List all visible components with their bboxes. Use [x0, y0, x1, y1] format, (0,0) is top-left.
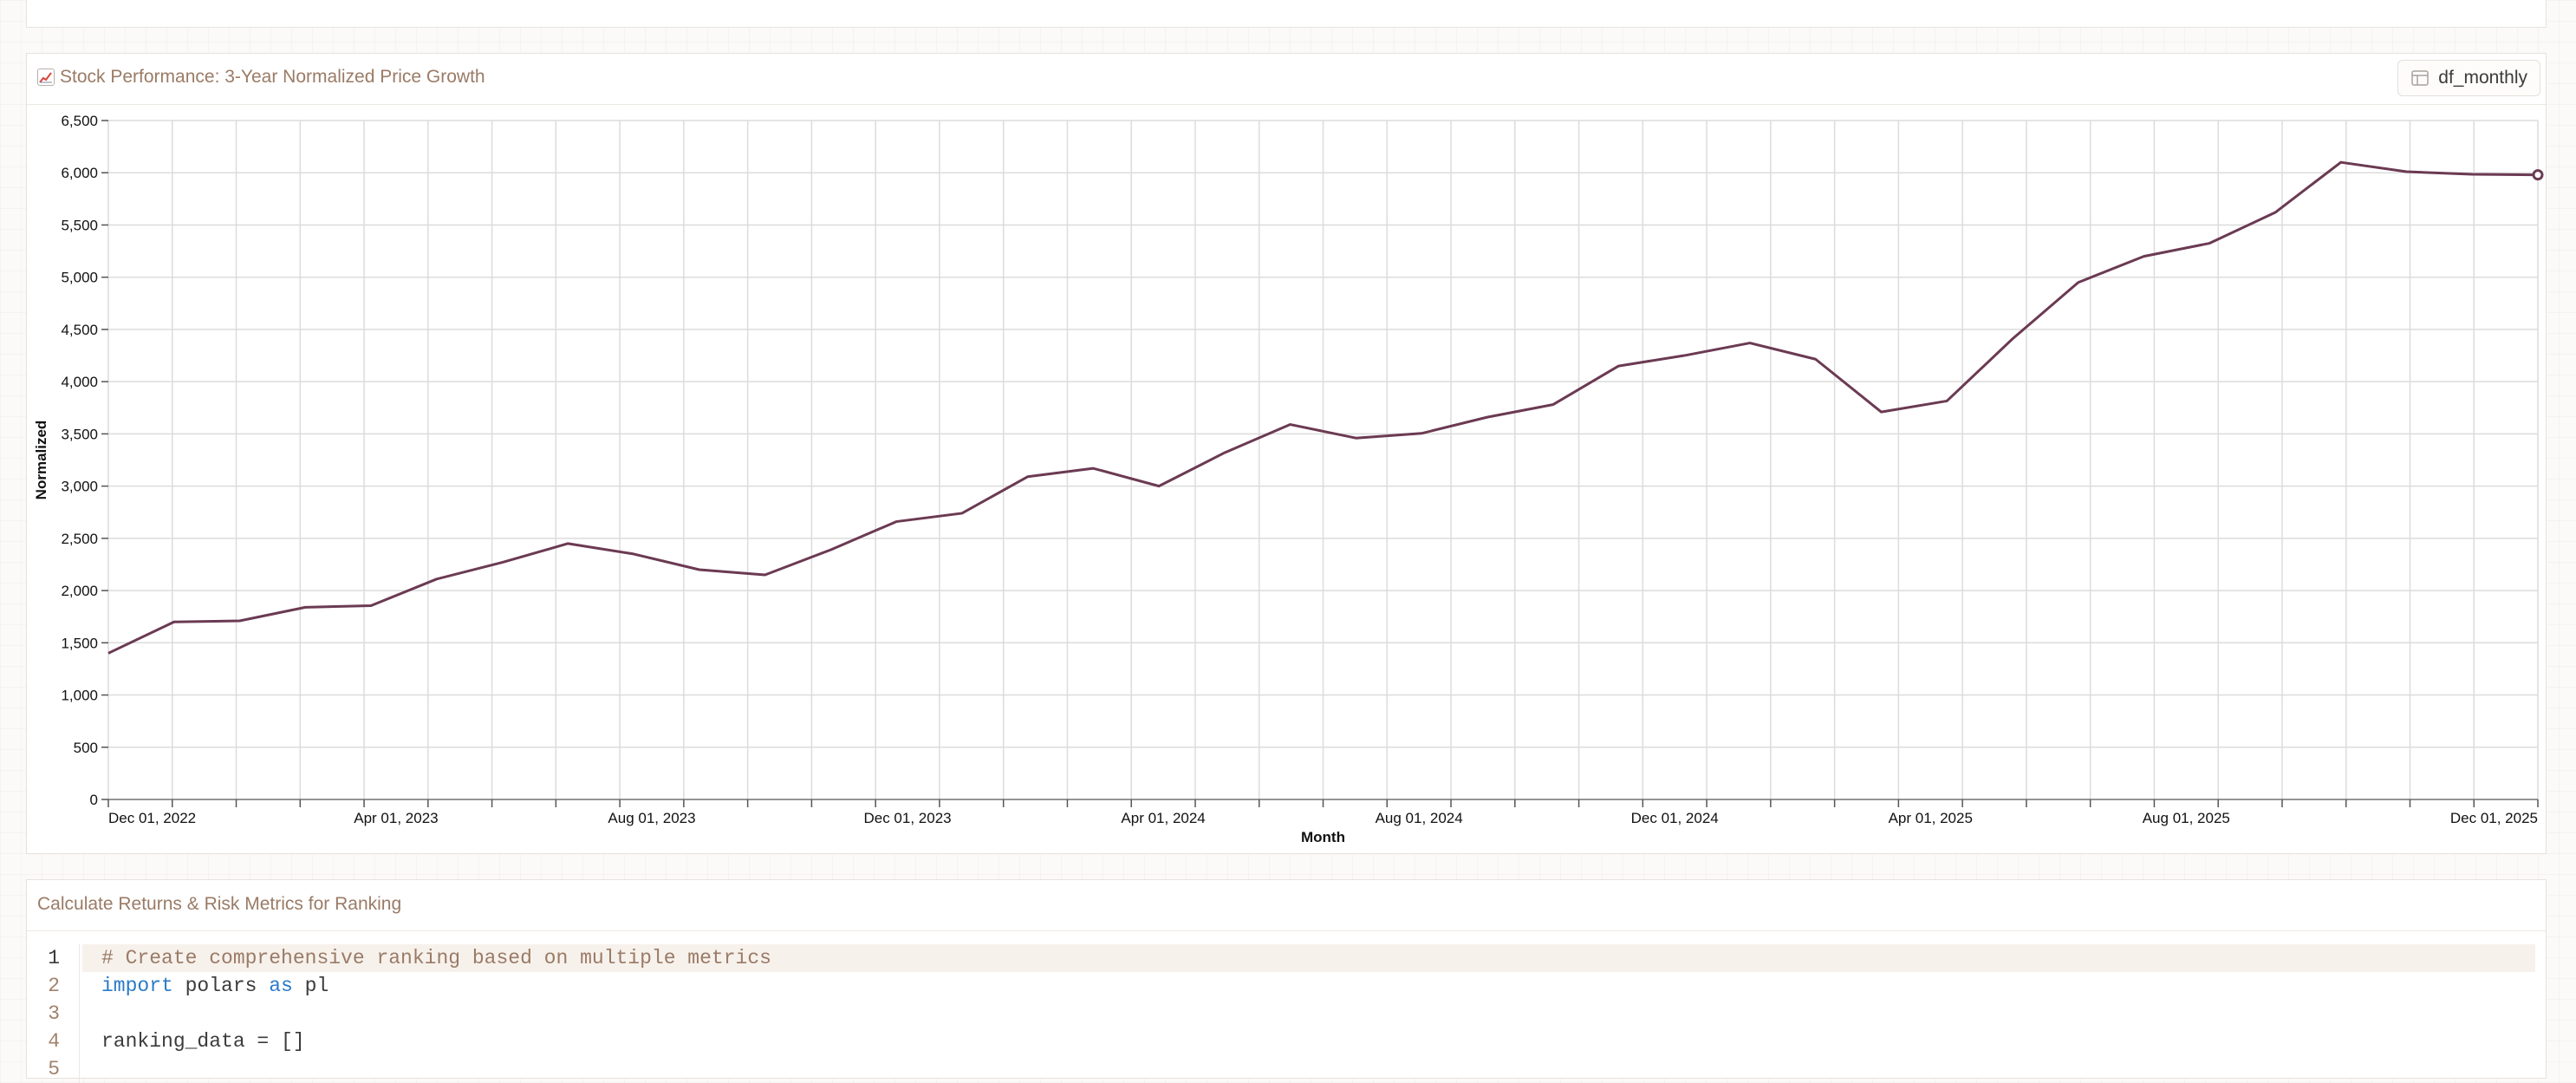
y-tick-label: 1,500	[61, 635, 98, 651]
y-tick-label: 1,000	[61, 688, 98, 704]
y-tick-label: 6,500	[61, 113, 98, 129]
series-endpoint	[2532, 169, 2544, 181]
y-axis-title: Normalized	[33, 421, 49, 500]
x-tick-label: Dec 01, 2024	[1631, 810, 1719, 826]
code-text: # Create comprehensive ranking based on …	[101, 947, 771, 969]
code-line-3[interactable]: 3	[27, 1000, 2546, 1028]
x-tick-label: Dec 01, 2025	[2450, 810, 2538, 826]
y-tick-label: 2,000	[61, 583, 98, 599]
x-tick-label: Apr 01, 2025	[1889, 810, 1973, 826]
line-number: 1	[48, 947, 60, 969]
x-tick-label: Dec 01, 2022	[108, 810, 196, 826]
keyword-import: import	[101, 975, 173, 997]
y-tick-label: 6,000	[61, 165, 98, 181]
chart-title: Stock Performance: 3-Year Normalized Pri…	[37, 67, 485, 88]
y-tick-label: 5,000	[61, 270, 98, 286]
code-line-4[interactable]: 4 ranking_data = []	[27, 1028, 2546, 1055]
chart-card-header: Stock Performance: 3-Year Normalized Pri…	[27, 54, 2546, 105]
chart-increasing-icon	[37, 69, 55, 86]
code-text: ranking_data = []	[101, 1030, 305, 1053]
x-tick-label: Aug 01, 2024	[1376, 810, 1463, 826]
x-tick-label: Dec 01, 2023	[863, 810, 951, 826]
y-tick-label: 4,500	[61, 322, 98, 338]
table-icon	[2411, 70, 2430, 86]
y-tick-label: 5,500	[61, 217, 98, 233]
y-tick-label: 3,000	[61, 479, 98, 495]
code-card: Calculate Returns & Risk Metrics for Ran…	[26, 879, 2547, 1083]
alias-name: pl	[292, 975, 329, 997]
x-tick-label: Apr 01, 2024	[1121, 810, 1205, 826]
x-tick-label: Aug 01, 2025	[2143, 810, 2230, 826]
y-tick-label: 3,500	[61, 426, 98, 442]
chart-card: Stock Performance: 3-Year Normalized Pri…	[26, 53, 2547, 854]
module-name: polars	[172, 975, 270, 997]
code-card-header: Calculate Returns & Risk Metrics for Ran…	[27, 880, 2546, 931]
dataframe-button[interactable]: df_monthly	[2397, 60, 2540, 96]
line-number: 3	[48, 1002, 60, 1025]
y-tick-label: 2,500	[61, 531, 98, 547]
line-number: 4	[48, 1030, 60, 1053]
line-number: 5	[48, 1058, 60, 1080]
line-chart[interactable]: 0 500 1,000 1,500 2,000 2,500 3,000 3,500 4,000 4…	[27, 104, 2546, 853]
dataframe-button-label: df_monthly	[2438, 68, 2527, 88]
x-tick-label: Apr 01, 2023	[354, 810, 438, 826]
line-number: 2	[48, 975, 60, 997]
code-line-2[interactable]: 2 import polars as pl	[27, 972, 2546, 1000]
code-text: import polars as pl	[101, 972, 329, 1000]
x-axis-title: Month	[1301, 829, 1345, 845]
code-line-5[interactable]: 5	[27, 1055, 2546, 1083]
y-tick-label: 500	[74, 740, 98, 756]
series-line	[107, 160, 2539, 655]
gutter-border	[79, 944, 80, 1083]
y-tick-label: 4,000	[61, 374, 98, 390]
keyword-as: as	[269, 975, 293, 997]
previous-cell	[26, 0, 2547, 28]
previous-cell-output: _ _ _ _ _ _	[399, 0, 1235, 3]
chart-title-text: Stock Performance: 3-Year Normalized Pri…	[60, 67, 485, 87]
code-line-1[interactable]: 1 # Create comprehensive ranking based o…	[27, 944, 2546, 972]
code-editor[interactable]: 1 # Create comprehensive ranking based o…	[27, 944, 2546, 1083]
x-tick-label: Aug 01, 2023	[608, 810, 695, 826]
code-card-title: Calculate Returns & Risk Metrics for Ran…	[37, 894, 402, 914]
y-tick-label: 0	[90, 792, 98, 808]
